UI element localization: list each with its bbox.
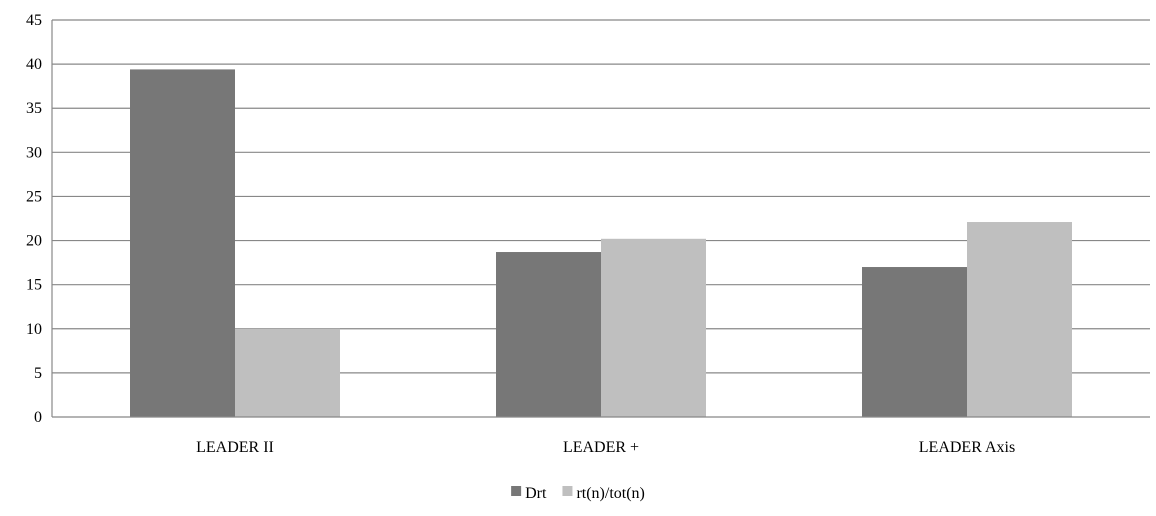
x-tick-label: LEADER Axis [919,439,1015,456]
x-axis-tick-labels: LEADER II LEADER + LEADER Axis [196,439,1015,456]
y-tick-label: 15 [26,277,42,294]
y-tick-label: 45 [26,12,42,29]
y-tick-label: 5 [34,365,42,382]
y-tick-label: 40 [26,56,42,73]
bar-drt-leader-axis [862,267,967,417]
bar-rt-n-tot-n-leader-axis [967,222,1072,417]
legend: Drt rt(n)/tot(n) [511,485,645,502]
bars [130,69,1072,417]
y-axis-tick-labels: 0 5 10 15 20 25 30 35 40 45 [26,12,42,426]
bar-drt-leader [496,252,601,417]
axes [51,20,1150,418]
legend-swatch [511,486,522,496]
bar-drt-leader-ii [130,69,235,417]
bar-rt-n-tot-n-leader-ii [235,328,340,417]
y-tick-label: 0 [34,409,42,426]
legend-item-drt: Drt [511,485,547,502]
y-tick-label: 30 [26,144,42,161]
y-tick-label: 10 [26,321,42,338]
y-tick-label: 25 [26,188,42,205]
legend-label: Drt [525,485,547,502]
y-tick-label: 20 [26,233,42,250]
x-tick-label: LEADER + [563,439,639,456]
legend-item-rt-n-tot-n: rt(n)/tot(n) [562,485,645,502]
y-tick-label: 35 [26,100,42,117]
x-tick-label: LEADER II [196,439,274,456]
bar-rt-n-tot-n-leader [601,238,706,417]
legend-swatch [562,486,573,496]
legend-label: rt(n)/tot(n) [576,485,644,502]
